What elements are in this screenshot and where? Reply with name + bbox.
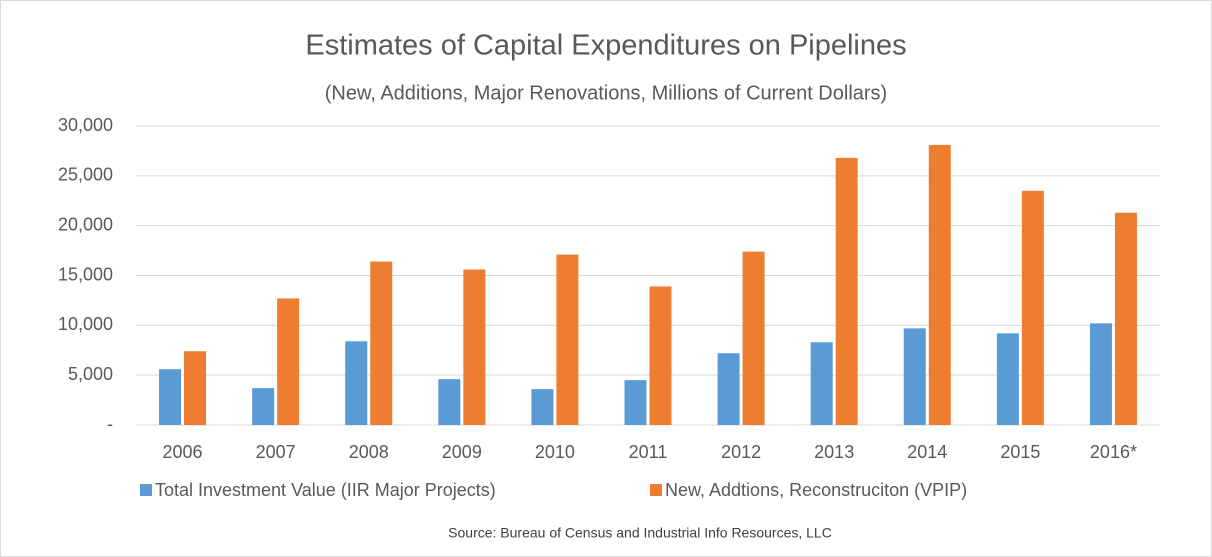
legend-label: Total Investment Value (IIR Major Projec…	[155, 480, 496, 500]
bar	[345, 341, 368, 425]
bar	[370, 261, 393, 425]
legend-swatch	[140, 484, 152, 496]
bar	[277, 298, 300, 425]
x-tick-label: 2007	[256, 442, 296, 462]
y-tick-label: -	[107, 414, 113, 434]
bar	[835, 157, 858, 426]
source-note: Source: Bureau of Census and Industrial …	[448, 525, 832, 541]
bar	[1114, 212, 1137, 425]
bar	[1089, 323, 1112, 425]
bar	[928, 144, 951, 426]
x-tick-label: 2011	[629, 442, 668, 462]
x-tick-label: 2008	[349, 442, 389, 462]
y-tick-label: 30,000	[58, 115, 113, 135]
bar	[556, 254, 579, 425]
bar	[742, 251, 765, 425]
bar	[624, 380, 647, 425]
bar	[903, 328, 926, 425]
bar	[184, 351, 207, 425]
x-tick-label: 2010	[535, 442, 575, 462]
bar	[159, 369, 182, 425]
y-tick-label: 5,000	[68, 364, 113, 384]
bar	[1021, 190, 1044, 425]
chart-title: Estimates of Capital Expenditures on Pip…	[305, 30, 906, 62]
x-tick-label: 2009	[442, 442, 482, 462]
y-tick-label: 10,000	[58, 314, 113, 334]
bar	[531, 389, 554, 425]
bar	[252, 388, 275, 425]
x-tick-label: 2012	[721, 442, 761, 462]
bar	[438, 379, 461, 425]
bar	[717, 353, 740, 425]
y-tick-label: 15,000	[58, 264, 113, 284]
bar	[649, 286, 672, 425]
bar	[810, 342, 833, 425]
x-tick-label: 2016*	[1090, 442, 1137, 462]
legend-label: New, Addtions, Reconstruciton (VPIP)	[665, 480, 967, 500]
x-tick-label: 2014	[907, 442, 947, 462]
bar	[996, 333, 1019, 425]
x-tick-label: 2015	[1000, 442, 1040, 462]
x-tick-label: 2006	[163, 442, 203, 462]
y-tick-label: 20,000	[58, 214, 113, 234]
bar	[463, 269, 486, 425]
y-tick-label: 25,000	[58, 165, 113, 185]
x-tick-label: 2013	[814, 442, 854, 462]
chart-subtitle: (New, Additions, Major Renovations, Mill…	[325, 82, 887, 104]
legend-swatch	[650, 484, 662, 496]
